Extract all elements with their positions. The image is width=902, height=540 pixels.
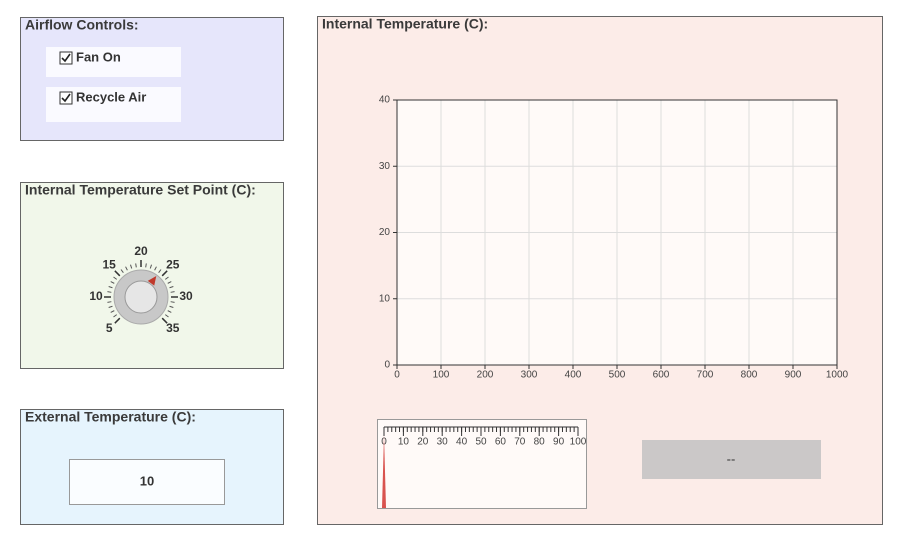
- dial-minor-tick: [158, 269, 162, 274]
- display-value: --: [727, 451, 736, 466]
- gauge-tick-label: 10: [398, 437, 410, 448]
- dial-minor-tick: [107, 301, 112, 303]
- dial-tick: [161, 317, 168, 324]
- dial-label: 10: [89, 289, 103, 303]
- knob-face[interactable]: [124, 280, 158, 314]
- checkbox[interactable]: [59, 91, 73, 105]
- gauge-tick-label: 50: [475, 437, 487, 448]
- airflow-panel: [20, 17, 284, 141]
- dial-minor-tick: [113, 314, 118, 318]
- dial-minor-tick: [164, 314, 169, 318]
- checkmark[interactable]: [61, 93, 71, 103]
- x-tick-label: 700: [697, 370, 714, 381]
- checkbox-label[interactable]: Fan On: [76, 49, 121, 64]
- dial-minor-tick: [120, 269, 124, 274]
- dial-minor-tick: [170, 301, 175, 303]
- y-tick-label: 10: [379, 293, 391, 304]
- gauge-needle: [382, 435, 386, 508]
- plot-frame: [396, 99, 838, 366]
- dial-minor-tick: [108, 305, 113, 308]
- dial-minor-tick: [113, 276, 118, 280]
- gauge-tick-label: 40: [456, 437, 468, 448]
- checkmark[interactable]: [61, 53, 71, 63]
- dial-tick: [161, 270, 168, 277]
- y-tick-label: 40: [379, 95, 391, 106]
- dial-minor-tick: [108, 286, 113, 289]
- dial-label: 15: [103, 257, 117, 271]
- dial-minor-tick: [167, 310, 172, 313]
- dial-minor-tick: [145, 263, 147, 268]
- dial-minor-tick: [154, 266, 157, 271]
- y-tick-label: 30: [379, 161, 391, 172]
- dial-minor-tick: [169, 286, 174, 289]
- x-tick-label: 0: [394, 370, 400, 381]
- x-tick-label: 300: [521, 370, 538, 381]
- dial-label: 35: [166, 321, 180, 335]
- gauge-tick-label: 30: [437, 437, 449, 448]
- panel-title: External Temperature (C):: [25, 409, 196, 425]
- dial-minor-tick: [130, 264, 133, 269]
- y-tick-label: 0: [384, 360, 390, 371]
- dial-minor-tick: [149, 264, 152, 269]
- x-tick-label: 1000: [826, 370, 849, 381]
- y-tick-label: 20: [379, 227, 391, 238]
- text-input[interactable]: [69, 459, 225, 505]
- x-tick-label: 400: [565, 370, 582, 381]
- x-tick-label: 600: [653, 370, 670, 381]
- panel-title: Internal Temperature Set Point (C):: [25, 182, 256, 198]
- x-tick-label: 100: [433, 370, 450, 381]
- gauge-tick-label: 20: [417, 437, 429, 448]
- input-value[interactable]: 10: [140, 473, 154, 488]
- gauge-tick-label: 70: [514, 437, 526, 448]
- x-tick-label: 500: [609, 370, 626, 381]
- gauge-tick-label: 60: [495, 437, 507, 448]
- gauge-tick-label: 100: [570, 437, 587, 448]
- dial-tick: [114, 270, 121, 277]
- dial-minor-tick: [110, 281, 115, 284]
- checkbox-label[interactable]: Recycle Air: [76, 89, 146, 104]
- gauge-tick-label: 80: [534, 437, 546, 448]
- panel-title: Internal Temperature (C):: [322, 16, 488, 32]
- x-tick-label: 200: [477, 370, 494, 381]
- dial-label: 25: [166, 257, 180, 271]
- display: [642, 440, 821, 479]
- dial-pointer[interactable]: [147, 275, 157, 286]
- checkbox[interactable]: [59, 51, 73, 65]
- dial-label: 5: [106, 321, 113, 335]
- panel-title: Airflow Controls:: [25, 17, 139, 33]
- dial-minor-tick: [125, 266, 128, 271]
- gauge: [377, 419, 587, 509]
- x-tick-label: 900: [785, 370, 802, 381]
- gauge-tick-label: 90: [553, 437, 565, 448]
- dial-minor-tick: [164, 276, 169, 280]
- dial-minor-tick: [135, 263, 137, 268]
- dial-label: 30: [179, 289, 193, 303]
- x-tick-label: 800: [741, 370, 758, 381]
- dial-minor-tick: [107, 291, 112, 293]
- dial-tick: [114, 317, 121, 324]
- gauge-tick-label: 0: [381, 437, 387, 448]
- dial-minor-tick: [170, 291, 175, 293]
- dial-minor-tick: [110, 310, 115, 313]
- dial-minor-tick: [169, 305, 174, 308]
- dial-minor-tick: [167, 281, 172, 284]
- dial-label: 20: [134, 244, 148, 258]
